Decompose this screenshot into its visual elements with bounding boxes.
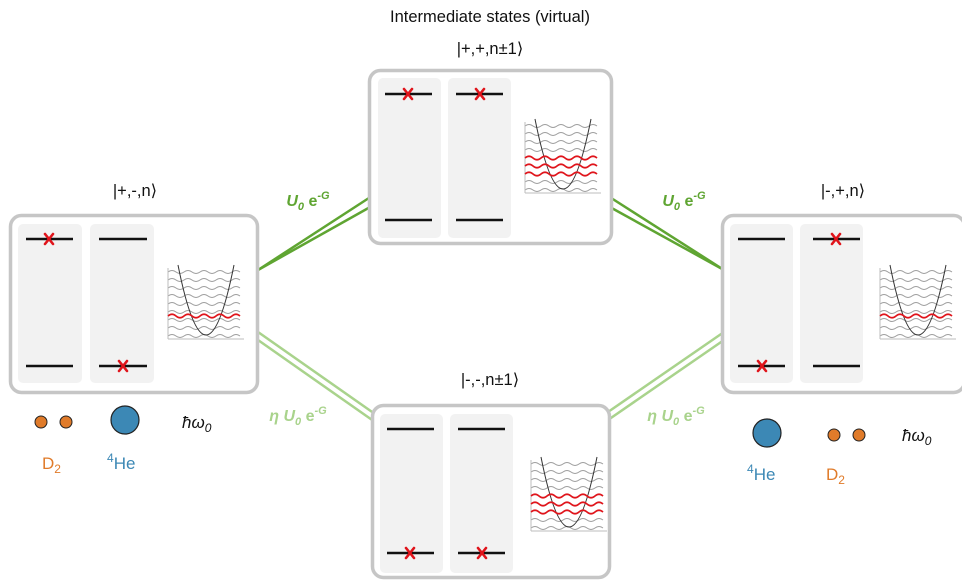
coupling-line-left-bottom-a <box>257 330 376 416</box>
coupling-line-right-bottom-b <box>607 338 725 422</box>
coupling-label-right-bottom: η U0 e-G <box>647 405 705 428</box>
excitation-cross-icon <box>43 232 55 246</box>
d2-molecule-icon <box>827 428 866 442</box>
legend-right: ħω0 4He D2 <box>747 418 932 487</box>
excitation-cross-icon <box>756 359 768 373</box>
state-top: |+,+,n±1⟩ <box>367 40 614 246</box>
weak-coupling-lines <box>257 330 725 424</box>
diagram-heading: Intermediate states (virtual) <box>390 8 590 26</box>
d2-label: D2 <box>42 454 61 476</box>
legend-left: ħω0 D2 4He <box>34 405 212 476</box>
coupling-line-left-bottom-b <box>257 338 376 424</box>
d2-label: D2 <box>826 465 845 487</box>
state-top-column-he <box>448 78 511 238</box>
state-bottom-column-he <box>450 414 513 573</box>
coupling-line-left-top-b <box>257 204 373 272</box>
strong-coupling-lines <box>257 194 725 272</box>
state-bottom: |-,-,n±1⟩ <box>370 371 612 580</box>
state-top-column-d2 <box>378 78 441 238</box>
excitation-cross-icon <box>476 546 488 560</box>
excitation-cross-icon <box>117 359 129 373</box>
state-left-column-d2 <box>18 224 82 383</box>
state-right: |-,+,n⟩ <box>720 182 962 395</box>
he-label: 4He <box>747 462 775 484</box>
state-left-column-he <box>90 224 154 383</box>
state-right-label: |-,+,n⟩ <box>821 182 865 200</box>
coupling-label-left-top: U0 e-G <box>286 190 330 213</box>
coupling-line-right-top-b <box>607 204 725 272</box>
phonon-energy-label: ħω0 <box>902 426 932 448</box>
state-top-label: |+,+,n±1⟩ <box>457 40 524 58</box>
state-right-column-d2 <box>730 224 793 383</box>
he-label: 4He <box>107 451 135 473</box>
coupling-line-right-top-a <box>607 194 725 272</box>
coupling-label-right-top: U0 e-G <box>662 190 706 213</box>
excitation-cross-icon <box>830 232 842 246</box>
helium-atom-icon <box>110 405 140 435</box>
phonon-energy-label: ħω0 <box>182 413 212 435</box>
excitation-cross-icon <box>402 87 414 101</box>
excitation-cross-icon <box>474 87 486 101</box>
state-left-label: |+,-,n⟩ <box>113 182 157 200</box>
helium-atom-icon <box>752 418 782 448</box>
state-right-column-he <box>800 224 863 383</box>
state-left: |+,-,n⟩ <box>8 182 260 395</box>
coupling-label-left-bottom: η U0 e-G <box>269 405 327 428</box>
state-bottom-label: |-,-,n±1⟩ <box>461 371 519 389</box>
coupling-line-right-bottom-a <box>607 330 725 414</box>
excitation-cross-icon <box>404 546 416 560</box>
coupling-line-left-top-a <box>257 194 373 272</box>
state-bottom-column-d2 <box>380 414 443 573</box>
d2-molecule-icon <box>34 415 73 429</box>
